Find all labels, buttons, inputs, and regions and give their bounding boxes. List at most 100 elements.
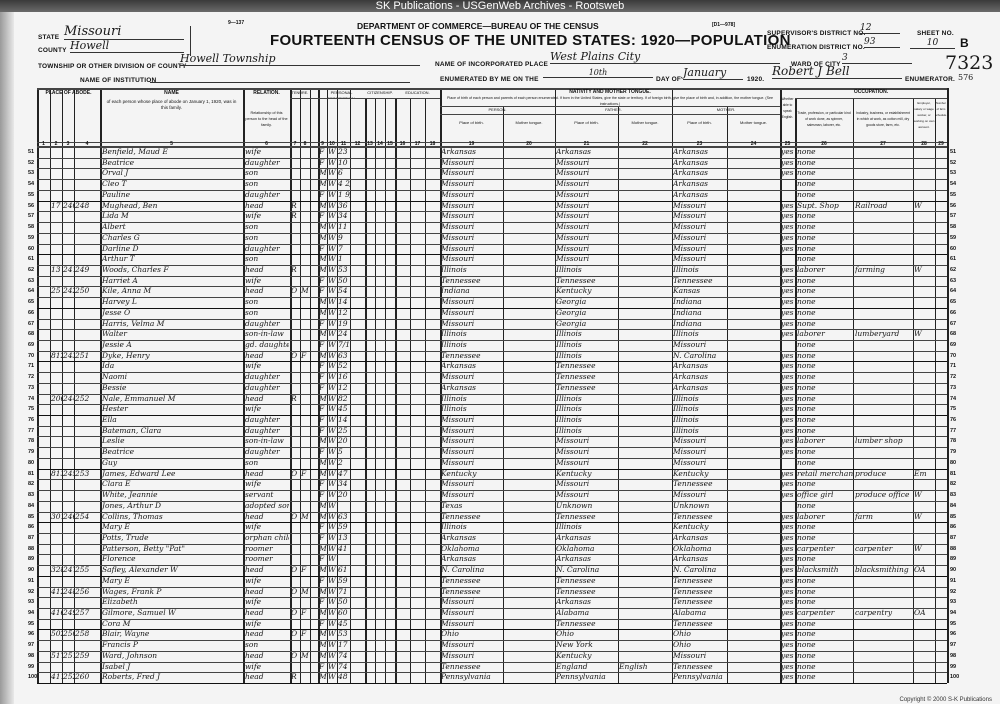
cell-occ: none — [797, 211, 816, 221]
row-line — [37, 275, 947, 277]
column-divider — [37, 88, 39, 683]
cell-pb: Ohio — [441, 629, 459, 639]
cell-age: 14 — [338, 297, 348, 307]
cell-pb: Missouri — [441, 297, 475, 307]
cell-race: W — [328, 586, 336, 596]
row-line — [37, 490, 947, 491]
cell-rel: wife — [245, 597, 262, 607]
row-number: 59 — [28, 234, 35, 241]
column-number: 2 — [54, 141, 58, 147]
cell-sex: M — [319, 297, 327, 307]
cell-pb: Missouri — [441, 650, 475, 660]
cell-age: 24 — [338, 329, 348, 339]
cell-fb: Missouri — [556, 490, 590, 499]
row-number: 63 — [28, 277, 35, 284]
cell-house: 13 — [51, 264, 61, 274]
row-line — [37, 340, 947, 341]
cell-pb: Indiana — [441, 286, 470, 296]
row-number-right: 75 — [950, 406, 957, 413]
cell-ind: lumberyard — [855, 329, 900, 339]
cell-eng: yes — [781, 168, 794, 178]
cell-race: W — [328, 425, 336, 435]
cell-name: Collins, Thomas — [102, 511, 163, 521]
day-of-label: DAY OF — [656, 76, 682, 83]
row-number: 53 — [28, 170, 35, 177]
row-number: 81 — [28, 470, 35, 477]
cell-race: W — [328, 157, 336, 167]
cell-sex: F — [319, 447, 325, 457]
cell-mb: Pennsylvania — [673, 672, 723, 682]
header-place-of-birth: Place of birth. — [574, 120, 599, 125]
cell-race: W — [328, 650, 336, 660]
cell-fb: Arkansas — [556, 597, 592, 607]
cell-tenure: O — [291, 629, 298, 639]
cell-occ: none — [797, 672, 816, 682]
cell-name: Cleo T — [102, 179, 127, 189]
cell-emp: W — [914, 490, 922, 499]
column-number-line — [37, 142, 947, 143]
cell-mb: Oklahoma — [673, 543, 712, 553]
cell-race: W — [328, 436, 336, 446]
cell-pb: Arkansas — [441, 382, 477, 392]
header-nativity: NATIVITY AND MOTHER TONGUE. — [569, 89, 651, 95]
cell-occ: none — [797, 350, 816, 360]
cell-sex: M — [319, 468, 327, 478]
cell-rel: orphan child — [245, 532, 289, 542]
cell-sex: F — [319, 532, 325, 542]
cell-pb: Missouri — [441, 457, 475, 467]
cell-name: Harvey L — [102, 297, 137, 307]
cell-dwelling: 241 — [63, 264, 74, 274]
row-line — [37, 297, 947, 299]
cell-occ: none — [797, 532, 816, 542]
cell-mb: Missouri — [673, 222, 707, 231]
cell-age: 71 — [338, 586, 348, 596]
column-number: 28 — [921, 141, 927, 147]
cell-sex: F — [319, 522, 325, 532]
cell-sex: M — [319, 350, 327, 360]
row-line — [37, 586, 947, 588]
cell-occ: carpenter — [797, 543, 835, 553]
cell-age: 74 — [338, 650, 348, 660]
row-number-right: 71 — [950, 363, 957, 370]
cell-ind: lumber shop — [855, 436, 903, 446]
row-number: 58 — [28, 224, 35, 230]
cell-pb: Missouri — [441, 211, 475, 221]
copyright: Copyright © 2000 S-K Publications — [899, 697, 992, 703]
cell-pb: Illinois — [441, 329, 467, 339]
subheader-line — [440, 106, 780, 107]
cell-mb: Indiana — [673, 297, 702, 307]
row-number-right: 77 — [950, 427, 957, 434]
cell-sex: M — [319, 329, 327, 339]
row-number: 62 — [28, 266, 35, 273]
cell-pb: Missouri — [441, 200, 475, 210]
cell-mb: Arkansas — [673, 532, 709, 542]
cell-tenure: R — [291, 211, 297, 221]
cell-occ: none — [797, 243, 816, 253]
column-divider — [385, 98, 386, 683]
row-number-right: 81 — [950, 470, 957, 477]
cell-name: Mary E — [102, 575, 130, 585]
cell-name: Dyke, Henry — [102, 350, 150, 360]
cell-fb: Missouri — [556, 211, 590, 221]
cell-eng: yes — [781, 586, 794, 596]
column-divider — [913, 98, 914, 683]
cell-rel: daughter — [245, 318, 280, 328]
row-number-right: 60 — [950, 245, 957, 252]
cell-race: W — [328, 618, 336, 628]
cell-rel: head — [245, 608, 264, 617]
cell-mort: F — [301, 350, 307, 360]
cell-mb: Missouri — [673, 254, 707, 264]
sheet-label: SHEET NO. — [917, 30, 954, 37]
row-number: 69 — [28, 342, 35, 348]
row-number: 88 — [28, 545, 35, 552]
row-line — [37, 672, 947, 674]
cell-fb: Missouri — [556, 179, 590, 189]
cell-rel: head — [245, 586, 264, 596]
cell-rel: son-in-law — [245, 329, 284, 339]
cell-pb: Missouri — [441, 640, 475, 650]
cell-rel: son — [245, 297, 259, 307]
cell-mb: Arkansas — [673, 168, 709, 178]
cell-fb: Arkansas — [556, 532, 592, 542]
cell-eng: yes — [781, 211, 794, 221]
